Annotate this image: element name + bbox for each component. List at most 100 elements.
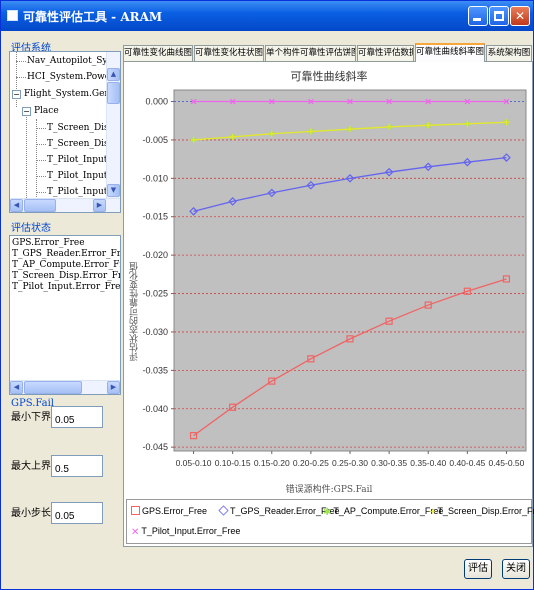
tree-item[interactable]: T_Screen_Disp.1 bbox=[47, 139, 121, 149]
tree-horizontal-scrollbar[interactable]: ◀ ▶ bbox=[10, 198, 120, 212]
scroll-right-icon[interactable]: ▶ bbox=[93, 199, 106, 212]
status-line: T_GPS_Reader.Error_Free bbox=[12, 249, 121, 259]
chart-legend: GPS.Error_Free T_GPS_Reader.Error_Free ✱… bbox=[126, 499, 534, 544]
tree-guide bbox=[16, 77, 26, 78]
tree-item[interactable]: Place bbox=[34, 106, 59, 116]
legend-label: T_AP_Compute.Error_Free bbox=[333, 506, 444, 516]
x-tick-label: 0.35-0.40 bbox=[410, 458, 446, 468]
data-point bbox=[503, 98, 510, 105]
y-tick-label: -0.015 bbox=[142, 212, 168, 222]
data-point bbox=[347, 98, 353, 105]
data-point bbox=[189, 207, 198, 216]
data-point bbox=[384, 167, 394, 177]
tree-vertical-scrollbar[interactable]: ▲ ▼ bbox=[106, 52, 120, 198]
data-point bbox=[464, 120, 471, 127]
tree-item[interactable]: T_Pilot_Input.1 bbox=[47, 171, 116, 181]
scroll-left-icon[interactable]: ◀ bbox=[10, 381, 23, 394]
collapse-icon[interactable]: − bbox=[22, 107, 31, 116]
tab-reliability-bar[interactable]: 可靠性变化柱状图 bbox=[194, 45, 264, 61]
minimize-button[interactable] bbox=[468, 6, 488, 26]
collapse-icon[interactable]: − bbox=[12, 90, 21, 99]
data-point bbox=[229, 403, 237, 411]
tab-reliability-data[interactable]: 可靠性评估数据 bbox=[357, 45, 414, 61]
app-icon bbox=[7, 10, 18, 21]
y-tick-label: -0.035 bbox=[142, 365, 168, 375]
tree-item[interactable]: T_Pilot_Input.1 bbox=[47, 155, 116, 165]
scroll-left-icon[interactable]: ◀ bbox=[10, 199, 23, 212]
data-point bbox=[190, 98, 197, 105]
scroll-up-icon[interactable]: ▲ bbox=[107, 68, 120, 81]
data-point bbox=[267, 188, 277, 198]
tab-architecture[interactable]: 系统架构图 bbox=[486, 45, 532, 61]
tab-slope-chart[interactable]: 可靠性曲线斜率图 bbox=[415, 43, 485, 62]
system-tree[interactable]: Nav_Autopilot_System. HCI_System.PowerPC… bbox=[9, 51, 121, 213]
scroll-right-icon[interactable]: ▶ bbox=[107, 381, 120, 394]
legend-plus-marker-icon: + bbox=[429, 506, 436, 518]
tree-guide bbox=[36, 176, 46, 177]
scroll-thumb[interactable] bbox=[24, 381, 82, 394]
chart-title: 可靠性曲线斜率 bbox=[290, 70, 368, 83]
data-point bbox=[229, 98, 236, 105]
title-bar[interactable]: 可靠性评估工具 - ARAM ✕ bbox=[1, 1, 533, 31]
data-point bbox=[464, 98, 471, 105]
tab-reliability-curve[interactable]: 可靠性变化曲线图 bbox=[123, 45, 193, 61]
data-point bbox=[423, 162, 433, 172]
min-lower-input[interactable]: 0.05 bbox=[51, 406, 103, 428]
data-point bbox=[190, 136, 197, 143]
data-point bbox=[425, 122, 432, 129]
legend-diamond-marker-icon bbox=[218, 505, 229, 516]
scroll-thumb[interactable] bbox=[107, 82, 120, 104]
legend-label: T_GPS_Reader.Error_Free bbox=[230, 506, 340, 516]
close-window-button[interactable]: ✕ bbox=[510, 6, 530, 26]
scroll-down-icon[interactable]: ▼ bbox=[107, 184, 120, 197]
window-title: 可靠性评估工具 - ARAM bbox=[23, 10, 163, 24]
scroll-thumb[interactable] bbox=[24, 199, 56, 212]
tree-item[interactable]: Nav_Autopilot_System. bbox=[27, 56, 120, 66]
tab-component-pie[interactable]: 单个构件可靠性评估饼图 bbox=[265, 45, 356, 61]
data-point bbox=[229, 133, 236, 140]
x-tick-label: 0.10-0.15 bbox=[215, 458, 251, 468]
x-tick-label: 0.20-0.25 bbox=[293, 458, 329, 468]
y-tick-label: -0.030 bbox=[142, 327, 168, 337]
x-tick-label: 0.45-0.50 bbox=[488, 458, 524, 468]
series-line bbox=[193, 278, 507, 437]
data-point bbox=[503, 119, 510, 126]
tree-guide bbox=[16, 61, 26, 62]
data-point bbox=[307, 355, 315, 363]
tree-item[interactable]: T_Screen_Disp.1 bbox=[47, 123, 121, 133]
tree-item[interactable]: T_Pilot_Input.1 bbox=[47, 187, 116, 197]
legend-item: ✕ T_Pilot_Input.Error_Free bbox=[131, 526, 240, 538]
tree-guide bbox=[36, 192, 46, 193]
tree-item[interactable]: Flight_System.Generic bbox=[24, 89, 121, 99]
legend-square-marker-icon bbox=[131, 506, 140, 515]
data-point bbox=[386, 98, 392, 105]
max-upper-input[interactable]: 0.5 bbox=[51, 455, 103, 477]
status-group-label: 评估状态 bbox=[11, 223, 51, 234]
evaluate-button[interactable]: 评估 bbox=[464, 559, 492, 579]
data-point bbox=[189, 432, 198, 440]
min-step-input[interactable]: 0.05 bbox=[51, 502, 103, 524]
legend-star-marker-icon: ✱ bbox=[323, 507, 332, 518]
legend-item: GPS.Error_Free bbox=[131, 506, 207, 516]
data-point bbox=[424, 301, 432, 309]
legend-label: T_Screen_Disp.Error_Free bbox=[437, 506, 534, 516]
y-tick-label: -0.010 bbox=[142, 173, 168, 183]
system-group-label: 评估系统 bbox=[11, 43, 51, 54]
status-line: T_Pilot_Input.Error_Free bbox=[12, 282, 121, 292]
tree-guide bbox=[26, 108, 27, 198]
series-line bbox=[193, 156, 507, 212]
legend-label: GPS.Error_Free bbox=[142, 506, 208, 516]
chart-panel: 可靠性曲线斜率 评估状态的可靠性变化值 0.000 -0.005 -0.010 -0.… bbox=[123, 61, 534, 547]
status-list[interactable]: GPS.Error_Free T_GPS_Reader.Error_Free T… bbox=[9, 235, 121, 395]
close-button[interactable]: 关闭 bbox=[502, 559, 530, 579]
status-line: T_AP_Compute.Error_Free bbox=[12, 260, 120, 270]
tree-item[interactable]: HCI_System.PowerPC_G4 bbox=[27, 72, 120, 82]
min-lower-label: 最小下界 bbox=[11, 412, 51, 423]
maximize-button[interactable] bbox=[489, 6, 509, 26]
data-point bbox=[307, 128, 314, 135]
x-tick-label: 0.25-0.30 bbox=[332, 458, 368, 468]
x-tick-label: 0.30-0.35 bbox=[371, 458, 407, 468]
data-point bbox=[462, 157, 472, 167]
data-point bbox=[306, 180, 316, 190]
status-horizontal-scrollbar[interactable]: ◀ ▶ bbox=[10, 380, 120, 394]
